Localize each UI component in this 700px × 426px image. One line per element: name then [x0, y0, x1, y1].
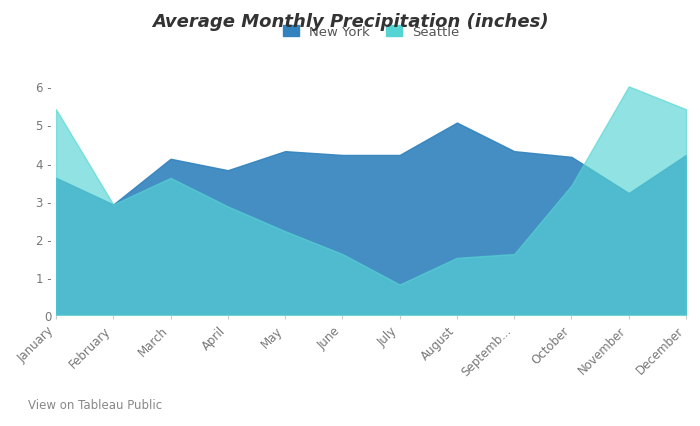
- Text: Average Monthly Precipitation (inches): Average Monthly Precipitation (inches): [152, 13, 548, 31]
- Legend: New York, Seattle: New York, Seattle: [277, 20, 465, 44]
- Text: View on Tableau Public: View on Tableau Public: [28, 398, 162, 411]
